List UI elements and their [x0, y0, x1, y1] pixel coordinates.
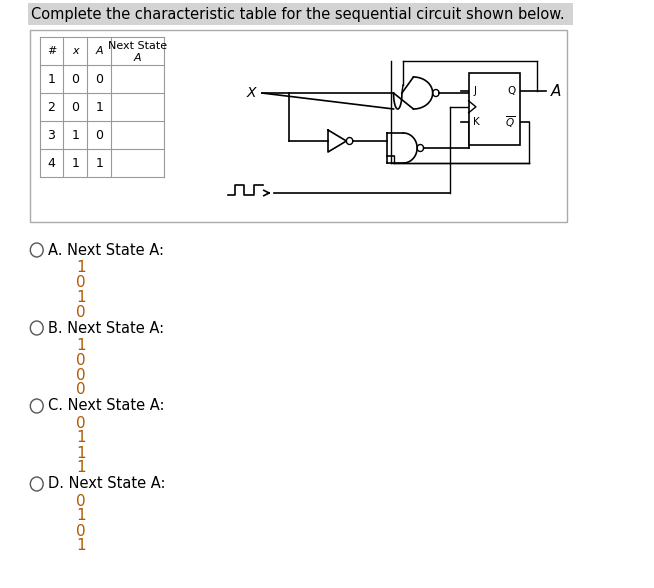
Text: A: A: [134, 53, 142, 63]
Bar: [30, 30, 567, 222]
Circle shape: [30, 477, 43, 491]
Text: B. Next State A:: B. Next State A:: [48, 320, 164, 336]
Text: 0: 0: [77, 523, 86, 539]
Text: 1: 1: [48, 72, 56, 85]
Circle shape: [30, 399, 43, 413]
Text: #: #: [47, 46, 56, 56]
Circle shape: [30, 321, 43, 335]
Text: 1: 1: [77, 446, 86, 460]
Text: 0: 0: [77, 275, 86, 289]
Text: A: A: [551, 83, 560, 99]
Text: $\overline{Q}$: $\overline{Q}$: [506, 114, 515, 130]
Text: 2: 2: [48, 101, 56, 113]
Text: x: x: [72, 46, 78, 56]
Text: 4: 4: [48, 156, 56, 169]
Text: 1: 1: [71, 156, 79, 169]
Text: 0: 0: [77, 493, 86, 509]
Text: A. Next State A:: A. Next State A:: [48, 242, 164, 258]
Text: 0: 0: [95, 72, 103, 85]
Text: C. Next State A:: C. Next State A:: [48, 399, 164, 413]
Text: X: X: [247, 86, 256, 100]
Text: 1: 1: [77, 289, 86, 305]
Text: 1: 1: [71, 129, 79, 142]
Text: 0: 0: [77, 383, 86, 397]
Text: 1: 1: [77, 509, 86, 523]
Bar: [39, 37, 164, 177]
Text: 1: 1: [77, 460, 86, 476]
Text: 0: 0: [71, 101, 79, 113]
Text: 0: 0: [77, 416, 86, 430]
Text: Complete the characteristic table for the sequential circuit shown below.: Complete the characteristic table for th…: [31, 6, 565, 22]
Circle shape: [30, 243, 43, 257]
Text: 1: 1: [77, 338, 86, 352]
Text: 1: 1: [77, 259, 86, 275]
Text: J: J: [473, 86, 476, 96]
Text: 1: 1: [77, 430, 86, 446]
Text: K: K: [473, 117, 480, 127]
Text: 1: 1: [77, 539, 86, 553]
Text: Next State: Next State: [109, 41, 167, 51]
Bar: [27, 3, 574, 25]
Text: 0: 0: [95, 129, 103, 142]
Text: 3: 3: [48, 129, 56, 142]
Text: 0: 0: [77, 368, 86, 383]
Text: 1: 1: [95, 101, 103, 113]
Text: 0: 0: [77, 352, 86, 368]
Text: 0: 0: [77, 305, 86, 319]
Text: 0: 0: [71, 72, 79, 85]
Text: D. Next State A:: D. Next State A:: [48, 476, 165, 492]
Text: 1: 1: [95, 156, 103, 169]
Text: A: A: [95, 46, 103, 56]
Text: Q: Q: [508, 86, 515, 96]
Bar: [468, 73, 520, 145]
